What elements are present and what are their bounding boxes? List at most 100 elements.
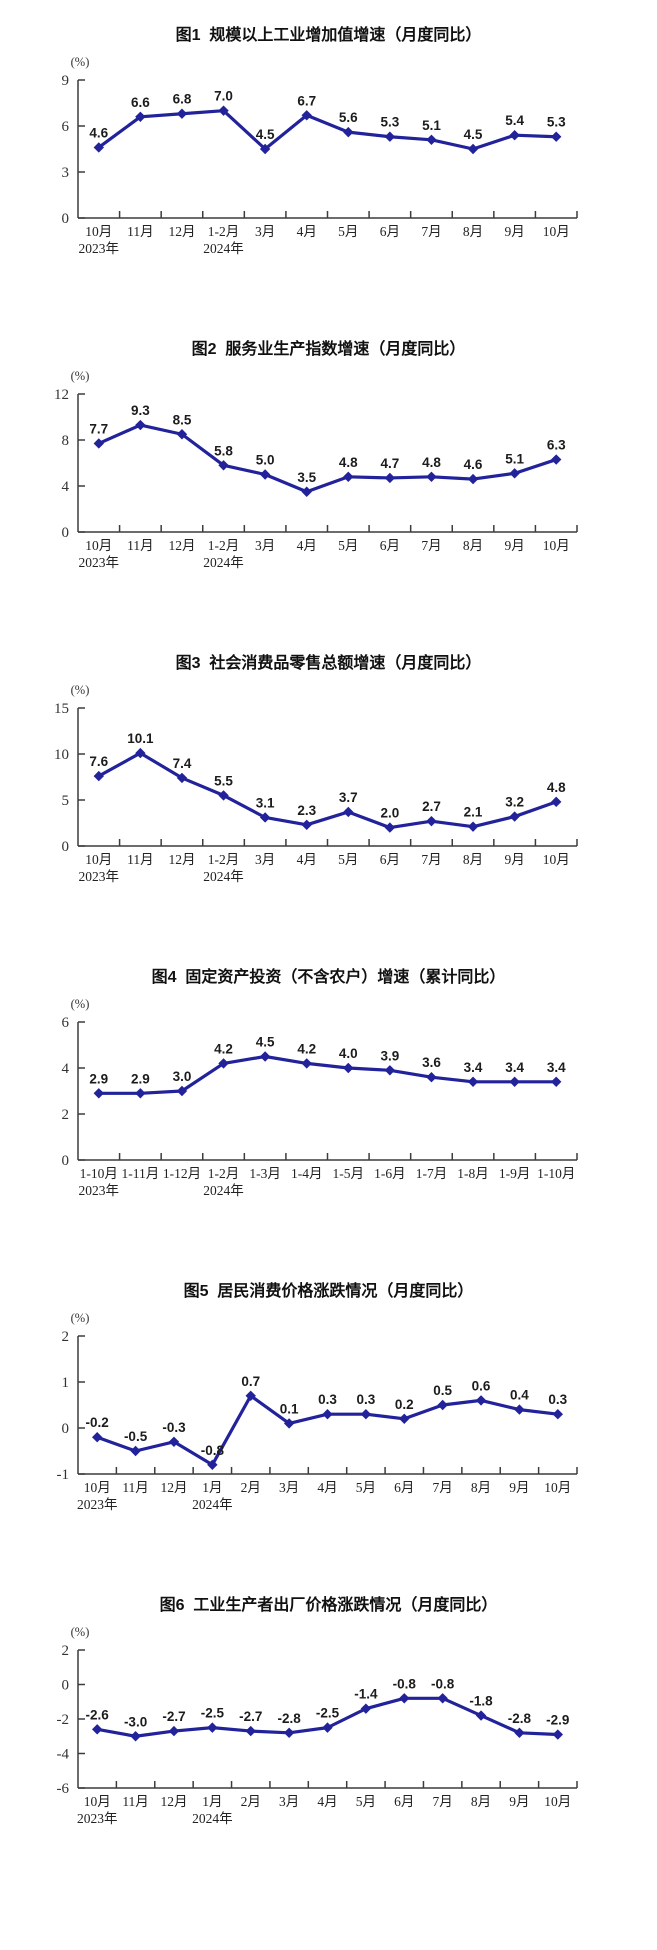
data-point-marker (384, 131, 396, 142)
data-point-marker (437, 1399, 448, 1411)
data-point-label: 3.5 (297, 470, 316, 485)
data-point-marker (218, 105, 229, 116)
data-point-label: 6.7 (297, 93, 316, 108)
data-point-marker (360, 1703, 372, 1714)
x-axis-tick-label: 6月 (380, 538, 400, 553)
data-point-label: 5.1 (422, 118, 441, 133)
data-point-marker (475, 1395, 487, 1406)
data-point-label: 6.8 (173, 92, 192, 107)
x-axis-tick-label: 1-4月 (291, 1166, 323, 1181)
x-axis-tick-label: 2月 (241, 1480, 261, 1495)
x-axis-tick-label: 10月 (544, 1794, 571, 1809)
y-axis-unit-label: (%) (71, 997, 90, 1011)
figure-4-line-chart: (%) 0 2 4 6 2.9 2.9 3.0 4.2 4.5 4.2 4.0 3.9 3.6 3.4 3.4… (62, 997, 578, 1198)
x-axis-tick-label: 10月 (543, 538, 570, 553)
data-point-marker (135, 419, 146, 431)
x-axis-tick-label: 10月 (543, 852, 570, 867)
data-point-label: 8.5 (173, 412, 192, 427)
data-point-marker (437, 1693, 448, 1704)
data-point-label: 7.0 (214, 89, 233, 104)
data-point-marker (93, 142, 104, 153)
data-point-label: 5.5 (214, 773, 233, 788)
data-point-marker (509, 811, 520, 822)
x-axis-year-label: 2023年 (79, 241, 120, 256)
data-point-label: 4.5 (256, 1035, 275, 1050)
x-axis-tick-label: 10月 (543, 224, 570, 239)
data-point-marker (130, 1731, 141, 1742)
figure-4-title: 图4 固定资产投资（不含农户）增速（累计同比） (151, 969, 506, 986)
data-point-label: -0.8 (393, 1676, 417, 1691)
x-axis-tick-label: 12月 (168, 852, 195, 867)
data-point-marker (259, 1051, 271, 1062)
data-point-label: 7.6 (89, 754, 108, 769)
data-point-marker (259, 469, 271, 480)
data-point-marker (301, 110, 312, 121)
data-point-marker (135, 1088, 146, 1099)
data-point-label: 5.3 (547, 115, 566, 130)
data-point-label: 5.8 (214, 443, 233, 458)
y-axis-tick-label: 10 (54, 747, 69, 763)
x-axis-tick-label: 1-2月 (208, 224, 240, 239)
x-axis-tick-label: 4月 (297, 538, 317, 553)
x-axis-tick-label: 10月 (84, 1794, 111, 1809)
x-axis-tick-label: 12月 (160, 1480, 187, 1495)
x-axis-tick-label: 1-2月 (208, 538, 240, 553)
x-axis-tick-label: 12月 (168, 538, 195, 553)
data-point-label: -0.8 (201, 1443, 225, 1458)
x-axis-tick-label: 12月 (168, 224, 195, 239)
x-axis-tick-label: 3月 (255, 538, 275, 553)
data-point-label: 4.8 (547, 780, 566, 795)
y-axis-tick-label: 6 (62, 119, 70, 135)
figure-1-title: 图1 规模以上工业增加值增速（月度同比） (175, 27, 482, 44)
x-axis-year-label: 2024年 (203, 869, 244, 884)
data-point-label: 0.6 (472, 1378, 491, 1393)
figure-2-line-chart: (%) 0 4 8 12 7.7 9.3 8.5 5.8 5.0 3.5 4.8 4.7 4.8 4.6 5.… (54, 369, 578, 570)
data-point-label: 2.7 (422, 799, 441, 814)
y-axis-tick-label: -6 (57, 1781, 70, 1797)
x-axis-tick-label: 1-12月 (163, 1166, 201, 1181)
y-axis-tick-label: 3 (62, 165, 70, 181)
data-point-marker (399, 1693, 410, 1704)
x-axis-tick-label: 5月 (356, 1480, 376, 1495)
y-axis-tick-label: 0 (62, 1678, 70, 1694)
x-axis-tick-label: 7月 (433, 1480, 453, 1495)
data-point-label: 0.4 (510, 1388, 529, 1403)
data-point-label: 3.6 (422, 1055, 441, 1070)
data-point-label: 0.7 (241, 1374, 260, 1389)
data-point-marker (93, 438, 104, 449)
x-axis-tick-label: 1月 (202, 1480, 222, 1495)
y-axis-tick-label: 8 (62, 433, 70, 449)
data-point-marker (301, 486, 312, 497)
data-point-marker (91, 1724, 103, 1735)
figure-1-industrial-output: 图1 规模以上工业增加值增速（月度同比） (%) 0 3 6 9 4.6 6.6 6.8 7.0… (0, 26, 657, 262)
data-point-label: 0.3 (548, 1392, 567, 1407)
data-point-label: -2.5 (316, 1706, 340, 1721)
data-point-label: 5.0 (256, 453, 275, 468)
x-axis-tick-label: 10月 (544, 1480, 571, 1495)
x-axis-tick-label: 11月 (122, 1480, 149, 1495)
x-axis-tick-label: 8月 (471, 1480, 491, 1495)
y-axis-tick-label: 2 (62, 1643, 70, 1659)
y-axis-tick-label: 6 (62, 1015, 70, 1031)
data-point-label: 4.2 (297, 1041, 316, 1056)
x-axis-tick-label: 1-2月 (208, 852, 240, 867)
data-point-label: 6.6 (131, 95, 150, 110)
data-point-label: 5.6 (339, 110, 358, 125)
x-axis-tick-label: 3月 (279, 1480, 299, 1495)
data-point-label: 4.2 (214, 1041, 233, 1056)
y-axis-tick-label: 2 (62, 1107, 70, 1123)
x-axis-tick-label: 1-10月 (537, 1166, 575, 1181)
data-point-marker (176, 1085, 188, 1097)
data-point-label: 5.3 (380, 115, 399, 130)
y-axis-tick-label: 12 (54, 387, 69, 403)
data-point-label: 2.3 (297, 803, 316, 818)
x-axis-tick-label: 10月 (85, 224, 112, 239)
data-point-marker (135, 111, 146, 122)
data-point-marker (343, 126, 354, 138)
data-series-line (97, 423, 558, 494)
data-point-label: 9.3 (131, 403, 150, 418)
x-axis-tick-label: 8月 (463, 538, 483, 553)
data-point-label: 5.1 (505, 451, 524, 466)
x-axis-tick-label: 9月 (509, 1794, 529, 1809)
